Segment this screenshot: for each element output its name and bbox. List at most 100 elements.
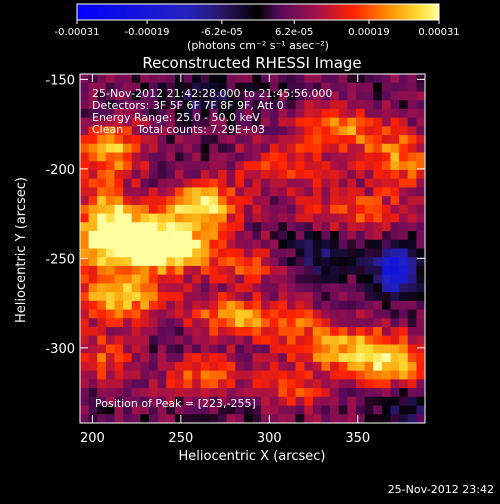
heatmap-cell — [330, 231, 340, 241]
heatmap-cell — [209, 231, 219, 241]
heatmap-cell — [416, 91, 425, 101]
heatmap-cell — [381, 361, 392, 372]
heatmap-cell — [105, 248, 116, 258]
heatmap-cell — [235, 152, 245, 162]
heatmap-cell — [287, 100, 297, 110]
heatmap-cell — [88, 135, 98, 145]
heatmap-cell — [209, 204, 219, 215]
x-axis-ticks: 200 250 300 350 — [80, 74, 370, 446]
heatmap-cell — [295, 239, 305, 250]
heatmap-cell — [407, 196, 417, 206]
heatmap-cell — [200, 117, 210, 127]
heatmap-cell — [114, 335, 124, 346]
heatmap-cell — [97, 396, 107, 407]
heatmap-cell — [235, 239, 245, 250]
heatmap-cell — [347, 265, 357, 276]
heatmap-cell — [166, 248, 176, 258]
heatmap-cell — [407, 370, 417, 380]
heatmap-cell — [287, 82, 297, 93]
heatmap-cells — [80, 74, 425, 423]
heatmap-cell — [114, 117, 124, 127]
heatmap-cell — [381, 309, 392, 319]
heatmap-cell — [356, 82, 366, 93]
colorbar-tick-label: 6.2e-05 — [275, 27, 313, 38]
heatmap-cell — [278, 135, 288, 145]
heatmap-cell — [166, 283, 176, 293]
heatmap-cell — [174, 292, 185, 302]
heatmap-cell — [261, 187, 271, 197]
heatmap-cell — [356, 231, 366, 241]
heatmap-cell — [80, 396, 90, 407]
heatmap-cell — [123, 388, 133, 398]
heatmap-cell — [192, 388, 202, 398]
heatmap-cell — [304, 370, 314, 380]
heatmap-cell — [183, 257, 193, 267]
heatmap-cell — [356, 169, 366, 180]
heatmap-cell — [140, 335, 150, 346]
heatmap-cell — [261, 361, 271, 372]
heatmap-cell — [80, 318, 90, 328]
heatmap-cell — [140, 169, 150, 180]
heatmap-cell — [330, 274, 340, 284]
heatmap-cell — [330, 379, 340, 389]
heatmap-cell — [295, 91, 305, 101]
heatmap-cell — [114, 108, 124, 119]
heatmap-cell — [166, 196, 176, 206]
heatmap-cell — [312, 161, 323, 171]
heatmap-cell — [261, 318, 271, 328]
heatmap-cell — [373, 327, 383, 337]
heatmap-cell — [226, 74, 236, 84]
heatmap-cell — [123, 257, 133, 267]
heatmap-cell — [97, 379, 107, 389]
heatmap-cell — [407, 117, 417, 127]
heatmap-cell — [321, 135, 331, 145]
heatmap-cell — [226, 117, 236, 127]
heatmap-cell — [114, 91, 124, 101]
heatmap-cell — [321, 161, 331, 171]
heatmap-cell — [235, 117, 245, 127]
heatmap-cell — [347, 82, 357, 93]
heatmap-cell — [287, 152, 297, 162]
heatmap-cell — [407, 300, 417, 311]
heatmap-cell — [209, 353, 219, 363]
heatmap-cell — [131, 335, 141, 346]
heatmap-cell — [312, 135, 323, 145]
heatmap-cell — [166, 300, 176, 311]
heatmap-cell — [416, 117, 425, 127]
heatmap-cell — [131, 361, 141, 372]
heatmap-cell — [157, 335, 167, 346]
heatmap-cell — [312, 335, 323, 346]
heatmap-cell — [407, 213, 417, 223]
heatmap-cell — [149, 74, 159, 84]
heatmap-cell — [252, 414, 262, 423]
heatmap-cell — [304, 82, 314, 93]
heatmap-cell — [278, 204, 288, 215]
heatmap-cell — [347, 152, 357, 162]
heatmap-cell — [183, 327, 193, 337]
heatmap-cell — [88, 414, 98, 423]
heatmap-cell — [140, 239, 150, 250]
heatmap-cell — [166, 292, 176, 302]
heatmap-cell — [105, 370, 116, 380]
heatmap-cell — [140, 143, 150, 154]
heatmap-cell — [218, 222, 228, 232]
heatmap-cell — [278, 265, 288, 276]
heatmap-cell — [373, 248, 383, 258]
heatmap-cell — [381, 274, 392, 284]
heatmap-cell — [373, 126, 383, 136]
heatmap-cell — [261, 274, 271, 284]
heatmap-cell — [192, 178, 202, 189]
heatmap-cell — [287, 405, 297, 415]
heatmap-cell — [140, 283, 150, 293]
heatmap-cell — [149, 117, 159, 127]
heatmap-cell — [364, 335, 374, 346]
heatmap-cell — [364, 222, 374, 232]
heatmap-cell — [295, 204, 305, 215]
heatmap-cell — [209, 414, 219, 423]
heatmap-cell — [131, 169, 141, 180]
heatmap-cell — [226, 318, 236, 328]
heatmap-cell — [381, 222, 392, 232]
heatmap-cell — [252, 204, 262, 215]
heatmap-cell — [416, 414, 425, 423]
heatmap-cell — [252, 300, 262, 311]
